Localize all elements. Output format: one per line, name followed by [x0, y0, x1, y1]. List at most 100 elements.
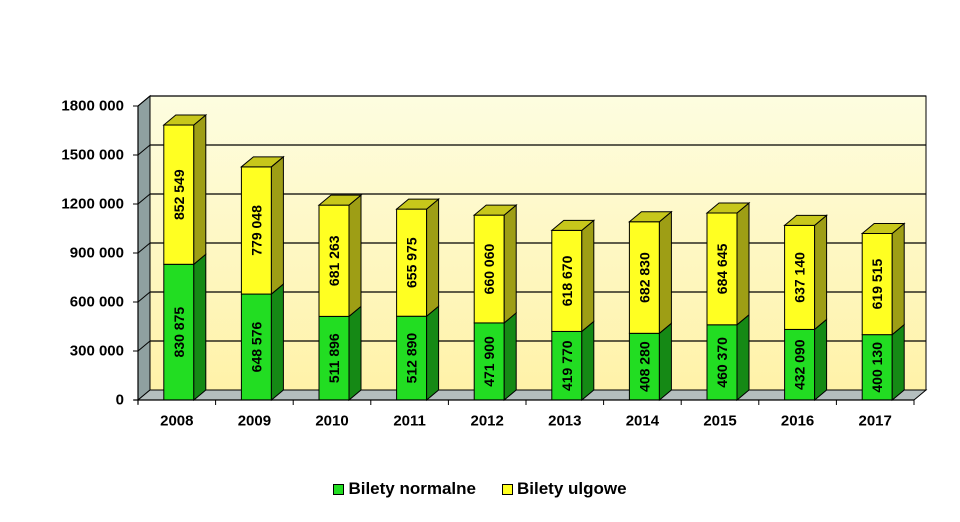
x-tick-label: 2017	[859, 413, 892, 430]
y-axis-ticks: 0 300 000 600 000 900 000 1200 000 1500 000 18…	[61, 98, 138, 409]
gridline-side	[137, 242, 151, 254]
bar-segment: 682 830	[628, 210, 673, 335]
bar-side	[891, 323, 905, 402]
y-tick-label: 1800 000	[61, 98, 124, 115]
bar-segment: 655 975	[395, 198, 440, 318]
legend-swatch-reduced	[501, 483, 513, 495]
x-tick-label: 2015	[703, 413, 736, 430]
gridline-side	[137, 95, 151, 107]
bar-segment: 419 770	[551, 320, 595, 402]
y-tick-label: 1500 000	[61, 147, 124, 164]
bar-side	[270, 155, 284, 296]
bar-top	[783, 214, 828, 226]
bar-face	[473, 214, 505, 324]
bar-side	[348, 194, 362, 318]
data-label: 511 896	[326, 333, 342, 383]
bar-top	[705, 202, 751, 214]
data-label: 400 130	[869, 342, 885, 393]
legend-item-normal: Bilety normalne	[333, 479, 476, 499]
bar-side	[193, 253, 207, 402]
data-label: 512 890	[404, 333, 420, 384]
bar-face	[396, 208, 428, 317]
y-tick-label: 300 000	[70, 343, 124, 360]
bar-segment: 830 875	[163, 253, 207, 402]
bar-side	[426, 198, 440, 318]
bar-face	[551, 330, 583, 401]
bar-segment: 660 060	[472, 204, 518, 324]
legend-swatch-normal	[333, 483, 345, 495]
bar-side	[503, 311, 517, 402]
gridline-side	[137, 340, 151, 352]
bar-face	[318, 204, 350, 317]
bar-side	[814, 214, 828, 331]
data-label: 684 645	[714, 243, 730, 294]
bar-face	[784, 224, 816, 330]
legend-label-normal: Bilety normalne	[348, 479, 476, 498]
bar-top	[317, 194, 363, 206]
gridline-side	[137, 144, 151, 156]
data-label: 419 770	[559, 340, 575, 391]
bar-segment: 511 896	[318, 305, 362, 402]
bar-segment: 852 549	[162, 113, 208, 266]
x-tick-label: 2016	[781, 413, 814, 430]
bar-segment: 618 670	[550, 219, 596, 333]
data-label: 852 549	[171, 169, 187, 220]
bar-face	[240, 166, 272, 295]
legend-label-reduced: Bilety ulgowe	[516, 479, 627, 498]
gridline-side	[137, 193, 151, 205]
bar-side	[814, 318, 828, 402]
bar-top	[395, 198, 440, 210]
data-label: 618 670	[559, 255, 575, 306]
data-label: 619 515	[869, 259, 885, 310]
y-tick-label: 600 000	[70, 294, 124, 311]
data-label: 681 263	[326, 235, 342, 286]
bars: 830 875 852 549 648 576 779 048 511 896 681 2…	[162, 113, 906, 402]
bar-segment: 648 576	[240, 282, 284, 402]
x-tick-label: 2011	[393, 413, 426, 430]
y-tick-label: 0	[116, 392, 124, 409]
bar-segment: 400 130	[861, 323, 905, 402]
bar-side	[658, 210, 672, 335]
bar-top	[240, 156, 285, 168]
bar-face	[396, 315, 428, 401]
bar-side	[503, 204, 517, 324]
legend: Bilety normalne Bilety ulgowe	[0, 478, 960, 500]
bar-segment: 512 890	[396, 305, 440, 402]
bar-side	[891, 222, 905, 336]
x-tick-label: 2008	[160, 413, 193, 430]
bar-segment: 779 048	[240, 155, 285, 296]
data-label: 660 060	[481, 244, 497, 295]
bar-face	[163, 124, 195, 265]
bar-top	[162, 114, 208, 126]
data-label: 655 975	[404, 237, 420, 288]
bar-top	[628, 211, 673, 223]
x-tick-label: 2013	[548, 413, 581, 430]
bar-segment: 408 280	[628, 322, 672, 402]
data-label: 460 370	[714, 337, 730, 388]
bar-face	[318, 315, 350, 401]
data-label: 637 140	[792, 252, 808, 303]
bar-face	[163, 263, 195, 401]
bar-side	[348, 305, 362, 402]
bar-side	[426, 305, 440, 402]
x-axis-ticks: 2008 2009 2010 2011 2012 2013 2014 2015 2016 2017	[160, 413, 892, 430]
bar-side	[581, 320, 595, 402]
x-tick-label: 2014	[626, 413, 660, 430]
bar-top	[860, 222, 906, 234]
bar-face	[473, 322, 505, 401]
bar-top	[550, 219, 596, 231]
bar-segment: 637 140	[783, 214, 828, 331]
bar-segment: 619 515	[860, 222, 906, 336]
bar-side	[736, 313, 750, 402]
bar-face	[628, 221, 660, 334]
y-tick-label: 1200 000	[61, 196, 124, 213]
data-label: 408 280	[636, 341, 652, 392]
axes	[134, 106, 915, 405]
bar-segment: 432 090	[784, 318, 828, 402]
x-tick-label: 2010	[315, 413, 348, 430]
data-label: 648 576	[248, 322, 264, 373]
data-label: 432 090	[792, 339, 808, 390]
bar-side	[193, 113, 207, 266]
gridline-side	[137, 291, 151, 303]
